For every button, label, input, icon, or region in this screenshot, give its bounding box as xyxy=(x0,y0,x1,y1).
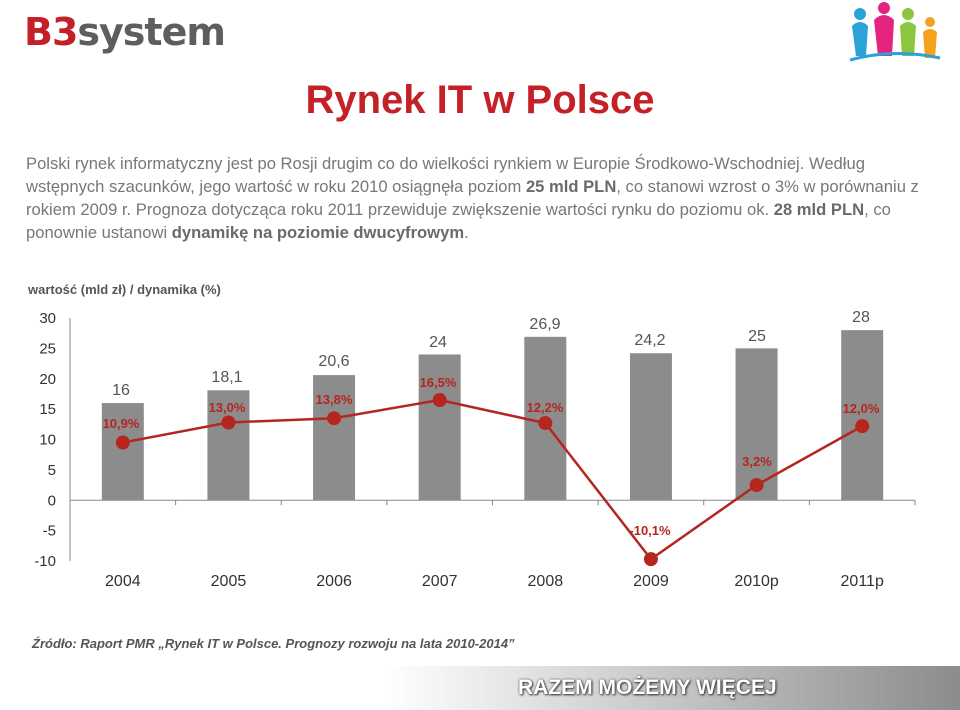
intro-bold-2: 28 mld PLN xyxy=(773,200,865,219)
logo-b3-text: B3 xyxy=(24,10,78,54)
bar-value-label: 26,9 xyxy=(529,316,560,333)
growth-value-label: 16,5% xyxy=(420,375,457,390)
y-tick-label: -5 xyxy=(43,523,56,540)
bar-2004 xyxy=(101,403,144,501)
logo-system-text: system xyxy=(77,10,226,54)
x-tick-label: 2011p xyxy=(841,573,884,590)
x-tick-label: 2004 xyxy=(105,573,141,590)
intro-bold-3: dynamikę na poziomie dwucyfrowym xyxy=(171,223,465,242)
bar-2011p xyxy=(841,330,884,501)
y-tick-label: 15 xyxy=(39,401,56,418)
bar-value-label: 24,2 xyxy=(634,332,665,349)
bar-value-label: 16 xyxy=(112,382,130,399)
bar-2009 xyxy=(629,353,672,501)
bar-2006 xyxy=(313,375,356,501)
footer-slogan: RAZEM MOŻEMY WIĘCEJ xyxy=(518,676,777,699)
growth-value-label: 13,0% xyxy=(209,400,246,415)
growth-value-label: 12,2% xyxy=(527,400,564,415)
growth-line xyxy=(122,398,863,561)
bar-2005 xyxy=(207,390,250,501)
people-logo-icon xyxy=(849,2,941,62)
bar-value-label: 25 xyxy=(748,328,766,345)
x-tick-label: 2005 xyxy=(211,573,247,590)
intro-text-3: , co ponownie ustanowi xyxy=(26,200,891,242)
x-tick-label: 2009 xyxy=(633,573,669,590)
y-tick-label: -10 xyxy=(34,553,56,570)
page-title: Rynek IT w Polsce xyxy=(305,78,655,122)
x-tick-label: 2008 xyxy=(528,573,564,590)
y-tick-label: 30 xyxy=(39,310,56,327)
bar-value-label: 24 xyxy=(429,334,447,351)
intro-text-2: , co stanowi wzrost o 3% w porównaniu z … xyxy=(26,177,919,219)
market-chart: 30 25 20 15 10 5 0 -5 -10 16 18,1 20,6 24 26,9 24,2 25 2… xyxy=(34,309,916,590)
y-tick-label: 0 xyxy=(48,492,56,509)
bar-2010p xyxy=(735,348,778,501)
intro-text-1: Polski rynek informatyczny jest po Rosji… xyxy=(26,154,865,196)
y-tick-label: 5 xyxy=(48,462,56,479)
growth-point-2004 xyxy=(115,435,130,450)
growth-point-2011p xyxy=(855,419,870,434)
b3system-logo: B3 system xyxy=(24,10,226,54)
x-tick-label: 2007 xyxy=(422,573,458,590)
bar-value-label: 18,1 xyxy=(211,369,242,386)
intro-paragraph: Polski rynek informatyczny jest po Rosji… xyxy=(26,152,941,244)
intro-bold-1: 25 mld PLN xyxy=(525,177,617,196)
footer-band xyxy=(0,666,960,710)
growth-value-label: 3,2% xyxy=(742,454,772,469)
growth-point-2007 xyxy=(432,393,447,408)
y-tick-label: 25 xyxy=(39,340,56,357)
x-tick-label: 2006 xyxy=(316,573,352,590)
growth-point-2005 xyxy=(221,415,236,430)
x-tick-label: 2010p xyxy=(734,573,779,590)
growth-point-2008 xyxy=(538,416,553,431)
bar-value-label: 20,6 xyxy=(318,353,349,370)
footer: RAZEM MOŻEMY WIĘCEJ xyxy=(0,662,960,710)
growth-value-label: 13,8% xyxy=(316,392,353,407)
growth-value-label: 10,9% xyxy=(103,416,140,431)
bar-2007 xyxy=(418,354,461,501)
y-tick-label: 10 xyxy=(39,432,56,449)
y-tick-label: 20 xyxy=(39,371,56,388)
bar-value-label: 28 xyxy=(852,309,870,326)
growth-value-label: -10,1% xyxy=(629,523,671,538)
growth-value-label: 12,0% xyxy=(843,401,880,416)
growth-point-2009 xyxy=(643,552,658,567)
chart-y-axis-label: wartość (mld zł) / dynamika (%) xyxy=(28,282,221,297)
growth-point-2010p xyxy=(749,478,764,493)
growth-point-2006 xyxy=(327,411,342,426)
source-note: Źródło: Raport PMR „Rynek IT w Polsce. P… xyxy=(32,636,515,651)
intro-text-4: . xyxy=(464,223,469,242)
